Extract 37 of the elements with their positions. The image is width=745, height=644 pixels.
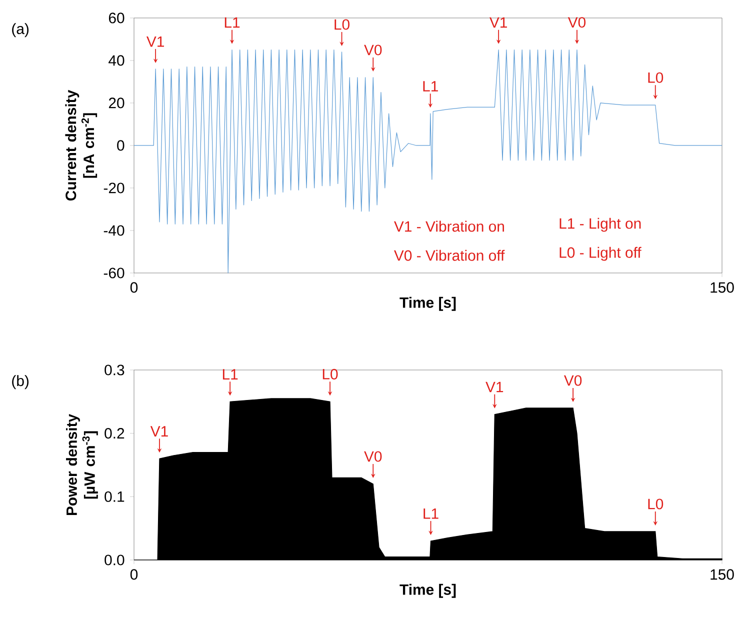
y-tick-label: 0.3 [104,364,124,376]
x-axis-title: Time [s] [400,584,456,598]
annotation: V0 [364,44,382,56]
chart-title: (b) [12,375,29,390]
annotation: V1 [486,382,504,392]
y-tick-label: 40 [108,55,124,66]
y-tick-label: 60 [108,12,124,24]
annotation: V0 [564,375,582,386]
y-tick-label: 0 [117,140,124,151]
y-tick-label: 0.1 [104,491,124,502]
x-tick-label: 150 [710,569,734,580]
annotation: L1 [222,369,238,380]
y-tick-label: -40 [104,225,124,236]
annotation: L1 - Light on [560,218,641,232]
y-tick-label: 0.0 [104,554,124,566]
y-tick-label: 0.2 [104,428,124,439]
annotation: L1 [224,17,240,28]
annotation: L1 [424,508,438,519]
x-axis-title: Time [s] [400,296,456,311]
annotation: V0 - Vibration off [394,250,505,261]
annotation: V1 [489,17,507,28]
y-tick-label: 20 [108,98,124,108]
annotation: L0 [648,498,664,510]
chart-title: (a) [12,23,29,38]
annotation: L0 [322,368,338,380]
annotation: V1 [150,426,168,436]
y-tick-label: -20 [104,182,124,194]
annotation: V1 - Vibration on [394,220,504,232]
y-tick-label: -60 [104,268,124,278]
annotation: L0 [648,72,664,83]
annotation: V1 [146,36,164,47]
annotation: L1 [423,81,438,92]
annotation: L0 - Light off [560,246,642,261]
annotation: L0 [334,19,350,30]
annotation: V0 [568,17,586,28]
x-tick-label: 150 [710,282,734,293]
annotation: V0 [364,451,382,462]
